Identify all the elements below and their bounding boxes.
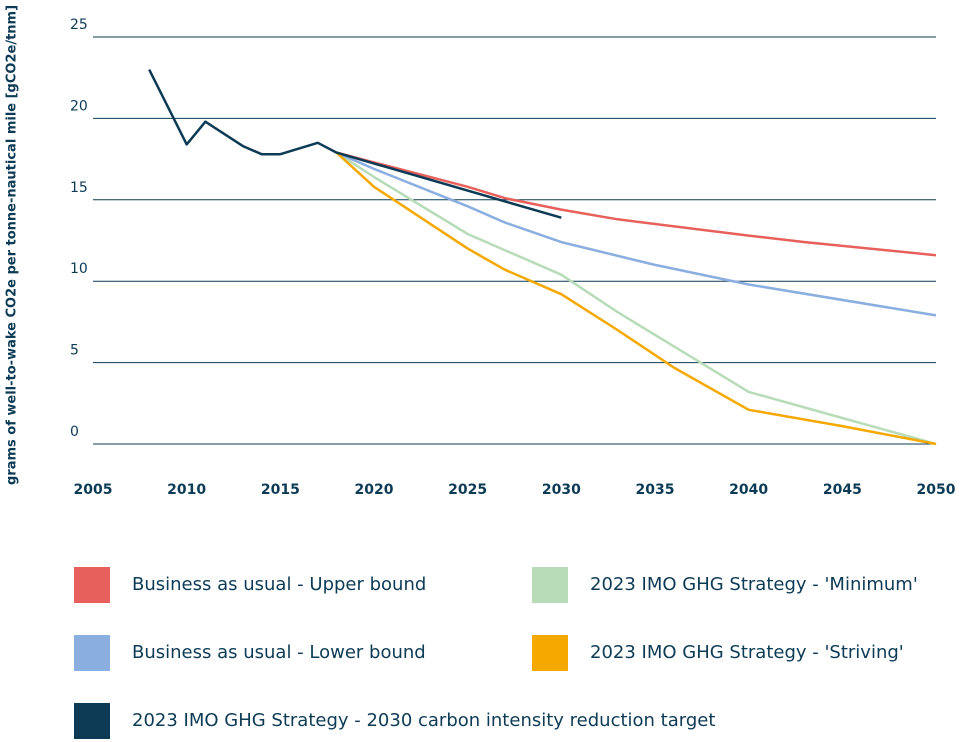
y-tick-label: 5 [70,343,79,359]
y-tick-label: 20 [70,98,88,114]
y-tick-label: 25 [70,17,88,33]
y-axis-label: grams of well-to-wake CO2e per tonne-nau… [5,5,20,485]
legend-swatch [532,567,568,603]
x-tick-label: 2040 [729,482,768,498]
line-series [335,151,937,446]
legend-swatch [532,635,568,671]
line-series [336,151,937,257]
legend-swatch [74,567,110,603]
x-tick-label: 2025 [448,482,487,498]
x-tick-label: 2015 [261,482,300,498]
y-tick-label: 10 [70,261,88,277]
x-tick-label: 2045 [823,482,862,498]
legend-label: 2023 IMO GHG Strategy - 2030 carbon inte… [132,710,715,731]
legend-label: Business as usual - Lower bound [132,642,426,663]
x-tick-label: 2050 [917,482,956,498]
legend-swatch [74,703,110,739]
legend-label: 2023 IMO GHG Strategy - 'Minimum' [590,574,918,595]
x-tick-label: 2005 [74,482,113,498]
line-series [148,69,562,219]
x-tick-label: 2035 [636,482,675,498]
legend-label: Business as usual - Upper bound [132,574,426,595]
y-tick-label: 15 [70,180,88,196]
legend-label: 2023 IMO GHG Strategy - 'Striving' [590,642,904,663]
line-series [336,151,937,317]
x-tick-label: 2030 [542,482,581,498]
line-series [335,151,937,446]
x-tick-label: 2020 [355,482,394,498]
x-tick-label: 2010 [167,482,206,498]
legend-swatch [74,635,110,671]
y-tick-label: 0 [70,424,79,440]
